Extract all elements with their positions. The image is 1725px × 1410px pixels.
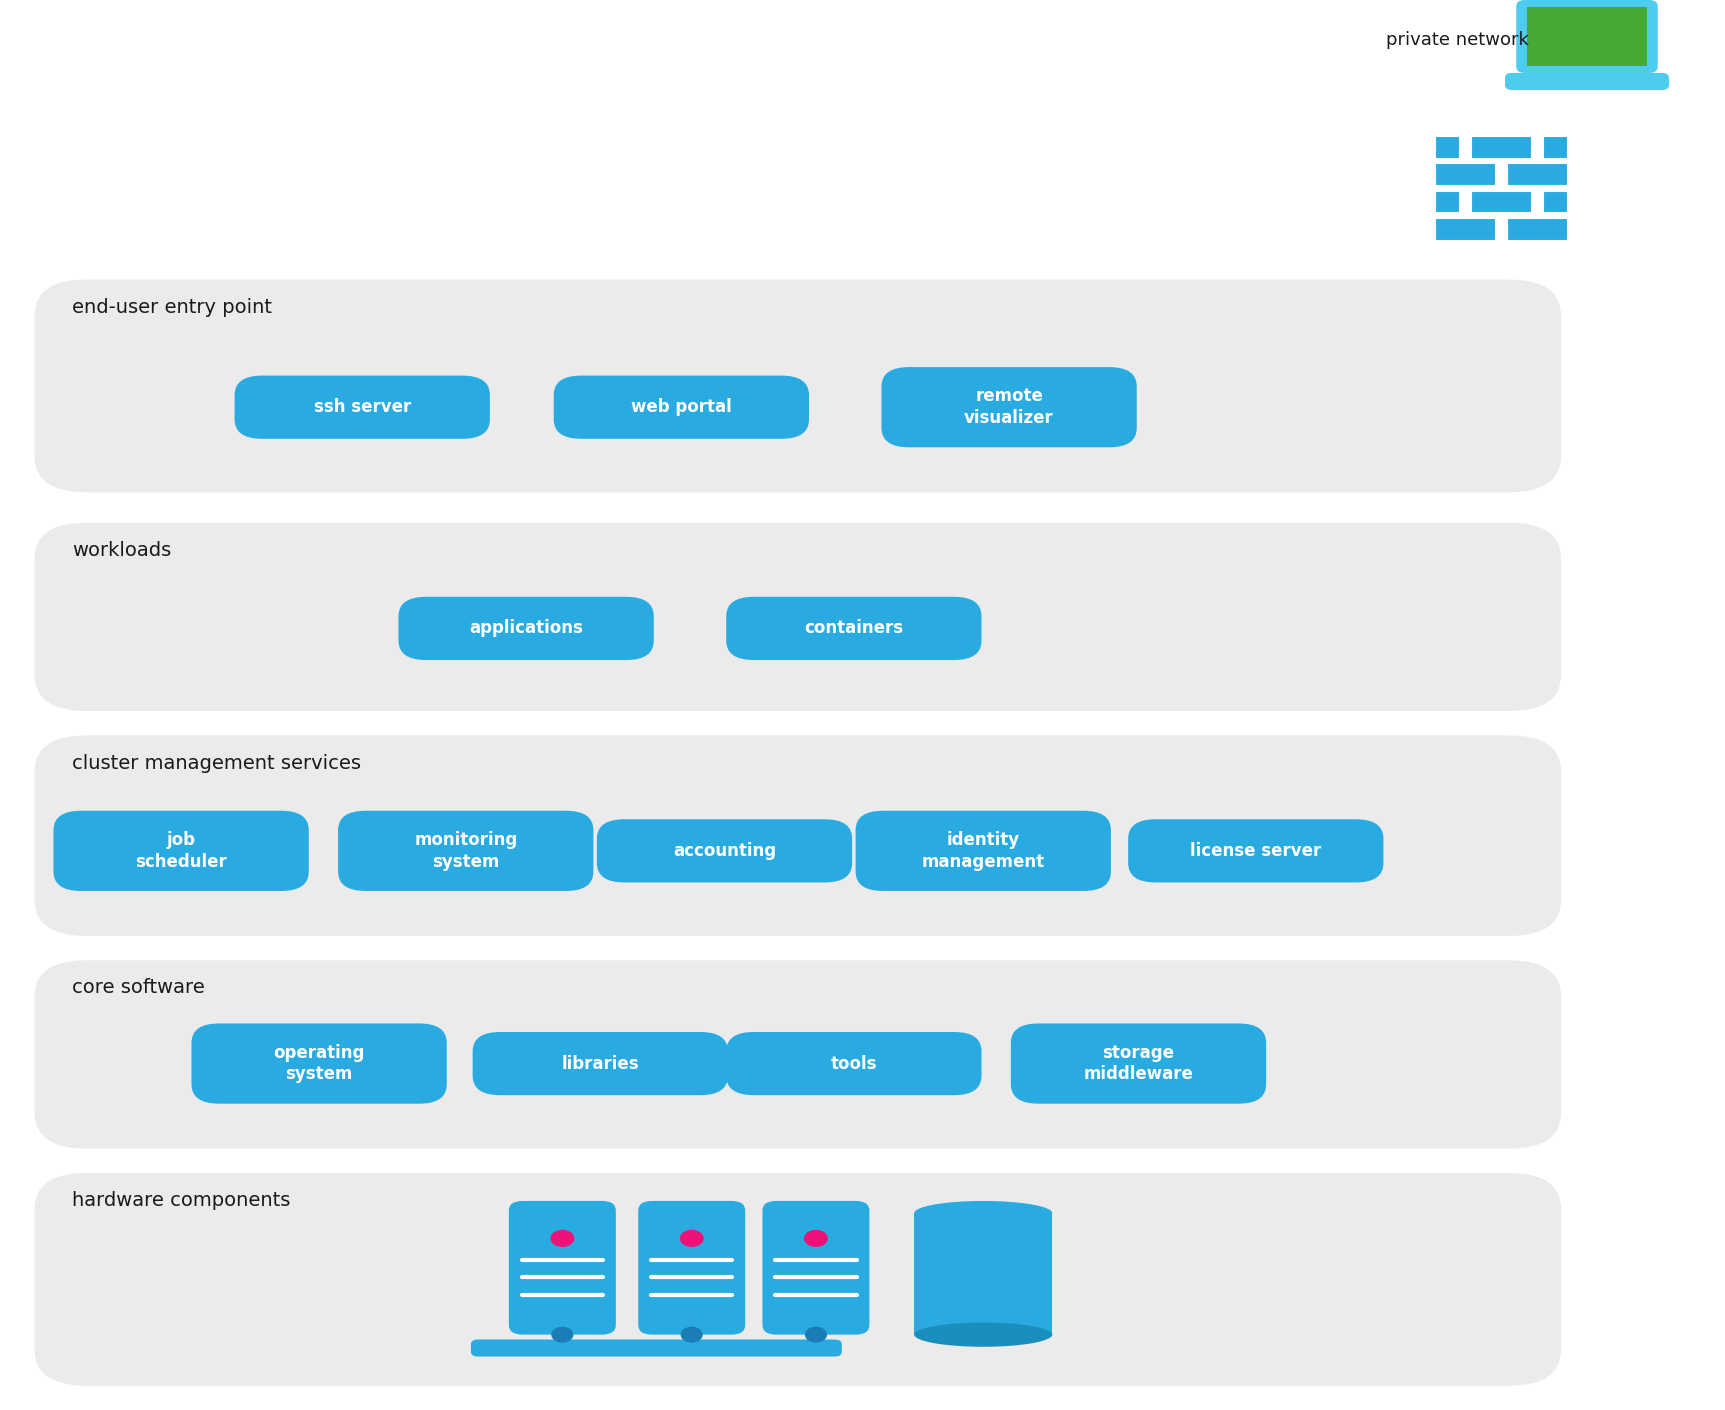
Circle shape [680, 1231, 704, 1246]
FancyBboxPatch shape [1471, 190, 1532, 213]
FancyBboxPatch shape [34, 736, 1561, 936]
FancyBboxPatch shape [597, 819, 852, 883]
Text: license server: license server [1190, 842, 1321, 860]
FancyBboxPatch shape [34, 523, 1561, 711]
Text: monitoring
system: monitoring system [414, 830, 518, 870]
Bar [1584, 73, 1592, 79]
Text: applications: applications [469, 619, 583, 637]
Text: job
scheduler: job scheduler [135, 830, 228, 870]
Text: workloads: workloads [72, 541, 172, 560]
Text: storage
middleware: storage middleware [1083, 1043, 1194, 1083]
FancyBboxPatch shape [509, 1201, 616, 1335]
Text: end-user entry point: end-user entry point [72, 298, 273, 317]
Text: tools: tools [831, 1055, 876, 1073]
Circle shape [806, 1327, 826, 1342]
FancyBboxPatch shape [638, 1201, 745, 1335]
Text: cluster management services: cluster management services [72, 753, 362, 773]
Text: containers: containers [804, 619, 904, 637]
FancyBboxPatch shape [1508, 164, 1568, 186]
Circle shape [550, 1231, 573, 1246]
FancyBboxPatch shape [1435, 190, 1461, 213]
Text: operating
system: operating system [274, 1043, 364, 1083]
FancyBboxPatch shape [1542, 190, 1568, 213]
Text: hardware components: hardware components [72, 1191, 292, 1210]
FancyBboxPatch shape [398, 596, 654, 660]
FancyBboxPatch shape [473, 1032, 728, 1096]
FancyBboxPatch shape [1542, 137, 1568, 158]
FancyBboxPatch shape [726, 1032, 982, 1096]
Circle shape [681, 1327, 702, 1342]
Text: identity
management: identity management [921, 830, 1045, 870]
FancyBboxPatch shape [191, 1024, 447, 1104]
Text: web portal: web portal [631, 398, 731, 416]
Text: remote
visualizer: remote visualizer [964, 388, 1054, 427]
Circle shape [552, 1327, 573, 1342]
FancyBboxPatch shape [53, 811, 309, 891]
FancyBboxPatch shape [762, 1201, 869, 1335]
Text: accounting: accounting [673, 842, 776, 860]
FancyBboxPatch shape [338, 811, 593, 891]
FancyBboxPatch shape [1011, 1024, 1266, 1104]
Ellipse shape [914, 1201, 1052, 1225]
FancyBboxPatch shape [1435, 219, 1496, 241]
FancyBboxPatch shape [1508, 219, 1568, 241]
FancyBboxPatch shape [1435, 164, 1496, 186]
Ellipse shape [914, 1323, 1052, 1347]
FancyBboxPatch shape [235, 375, 490, 439]
FancyBboxPatch shape [1504, 73, 1670, 90]
Bar [914, 1213, 1052, 1335]
FancyBboxPatch shape [554, 375, 809, 439]
FancyBboxPatch shape [1435, 137, 1461, 158]
Text: libraries: libraries [561, 1055, 638, 1073]
FancyBboxPatch shape [1128, 819, 1383, 883]
FancyBboxPatch shape [34, 279, 1561, 492]
FancyBboxPatch shape [471, 1340, 842, 1356]
FancyBboxPatch shape [1516, 0, 1658, 73]
Text: private network: private network [1387, 31, 1528, 48]
Circle shape [804, 1231, 826, 1246]
Text: ssh server: ssh server [314, 398, 411, 416]
FancyBboxPatch shape [34, 960, 1561, 1149]
Bar [1527, 7, 1647, 66]
FancyBboxPatch shape [1471, 137, 1532, 158]
FancyBboxPatch shape [881, 367, 1137, 447]
FancyBboxPatch shape [726, 596, 982, 660]
FancyBboxPatch shape [34, 1173, 1561, 1386]
FancyBboxPatch shape [856, 811, 1111, 891]
Text: core software: core software [72, 979, 205, 997]
